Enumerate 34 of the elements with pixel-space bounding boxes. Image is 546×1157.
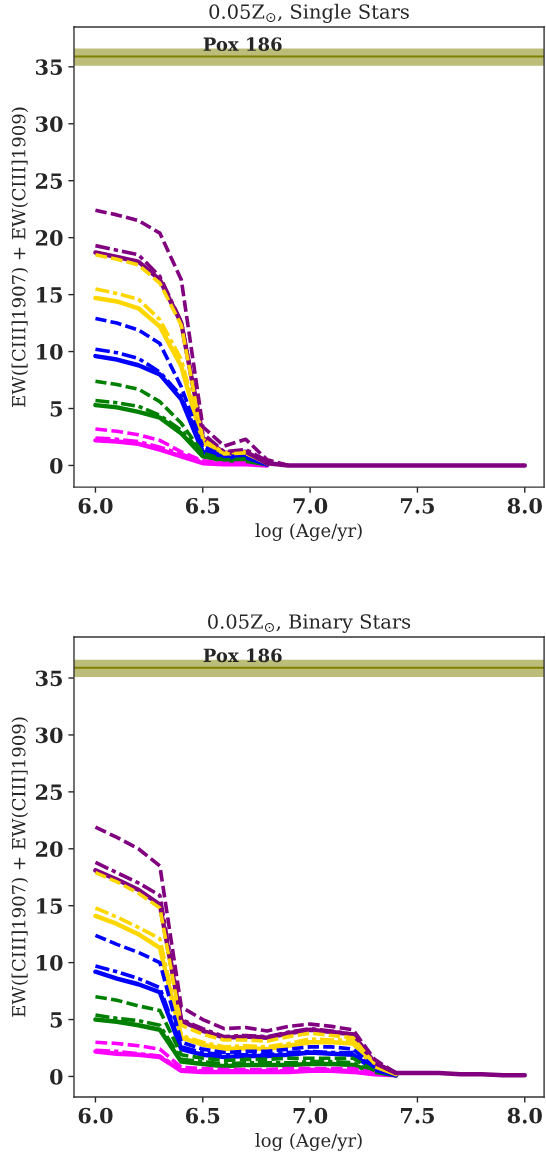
x-tick-label: 6.5 — [185, 1107, 220, 1124]
x-tick-label: 8.0 — [507, 497, 542, 514]
y-tick-label: 0 — [50, 457, 63, 474]
y-tick-label: 20 — [35, 841, 63, 857]
x-tick-label: 7.5 — [400, 498, 434, 514]
y-tick-label: 10 — [37, 955, 63, 971]
y-tick-label: 0 — [50, 1068, 63, 1085]
ref-line-label: Pox 186 — [203, 648, 282, 663]
y-tick-label: 5 — [50, 401, 62, 417]
x-axis-title: log (Age/yr) — [255, 523, 362, 541]
x-axis-title: log (Age/yr) — [255, 1133, 362, 1151]
y-tick-label: 30 — [36, 727, 63, 744]
x-tick-label: 8.0 — [507, 1107, 542, 1124]
y-tick-label: 20 — [35, 230, 63, 246]
chart-title: 0.05Z$_{⊙}$, Single Stars — [209, 3, 409, 23]
y-tick-label: 5 — [50, 1012, 62, 1028]
y-tick-label: 10 — [37, 344, 63, 360]
ref-line-label: Pox 186 — [203, 37, 282, 51]
y-tick-label: 15 — [37, 287, 62, 303]
y-axis-title: EW([CIII]1907) + EW(CIII]1909) — [11, 107, 29, 407]
x-tick-label: 6.5 — [185, 497, 220, 514]
y-tick-label: 35 — [36, 59, 62, 76]
y-tick-label: 25 — [35, 173, 62, 189]
chart-title: 0.05Z$_{⊙}$, Binary Stars — [208, 614, 411, 633]
x-tick-label: 7.5 — [400, 1108, 434, 1124]
y-tick-label: 30 — [36, 116, 63, 132]
x-tick-label: 7.0 — [293, 1107, 328, 1124]
y-tick-label: 15 — [37, 898, 62, 914]
y-axis-title: EW([CIII]1907) + EW(CIII]1909) — [11, 717, 29, 1017]
x-tick-label: 6.0 — [78, 497, 113, 514]
y-tick-label: 25 — [35, 784, 62, 801]
y-tick-label: 35 — [36, 670, 62, 687]
x-tick-label: 7.0 — [293, 497, 328, 514]
x-tick-label: 6.0 — [78, 1107, 113, 1124]
